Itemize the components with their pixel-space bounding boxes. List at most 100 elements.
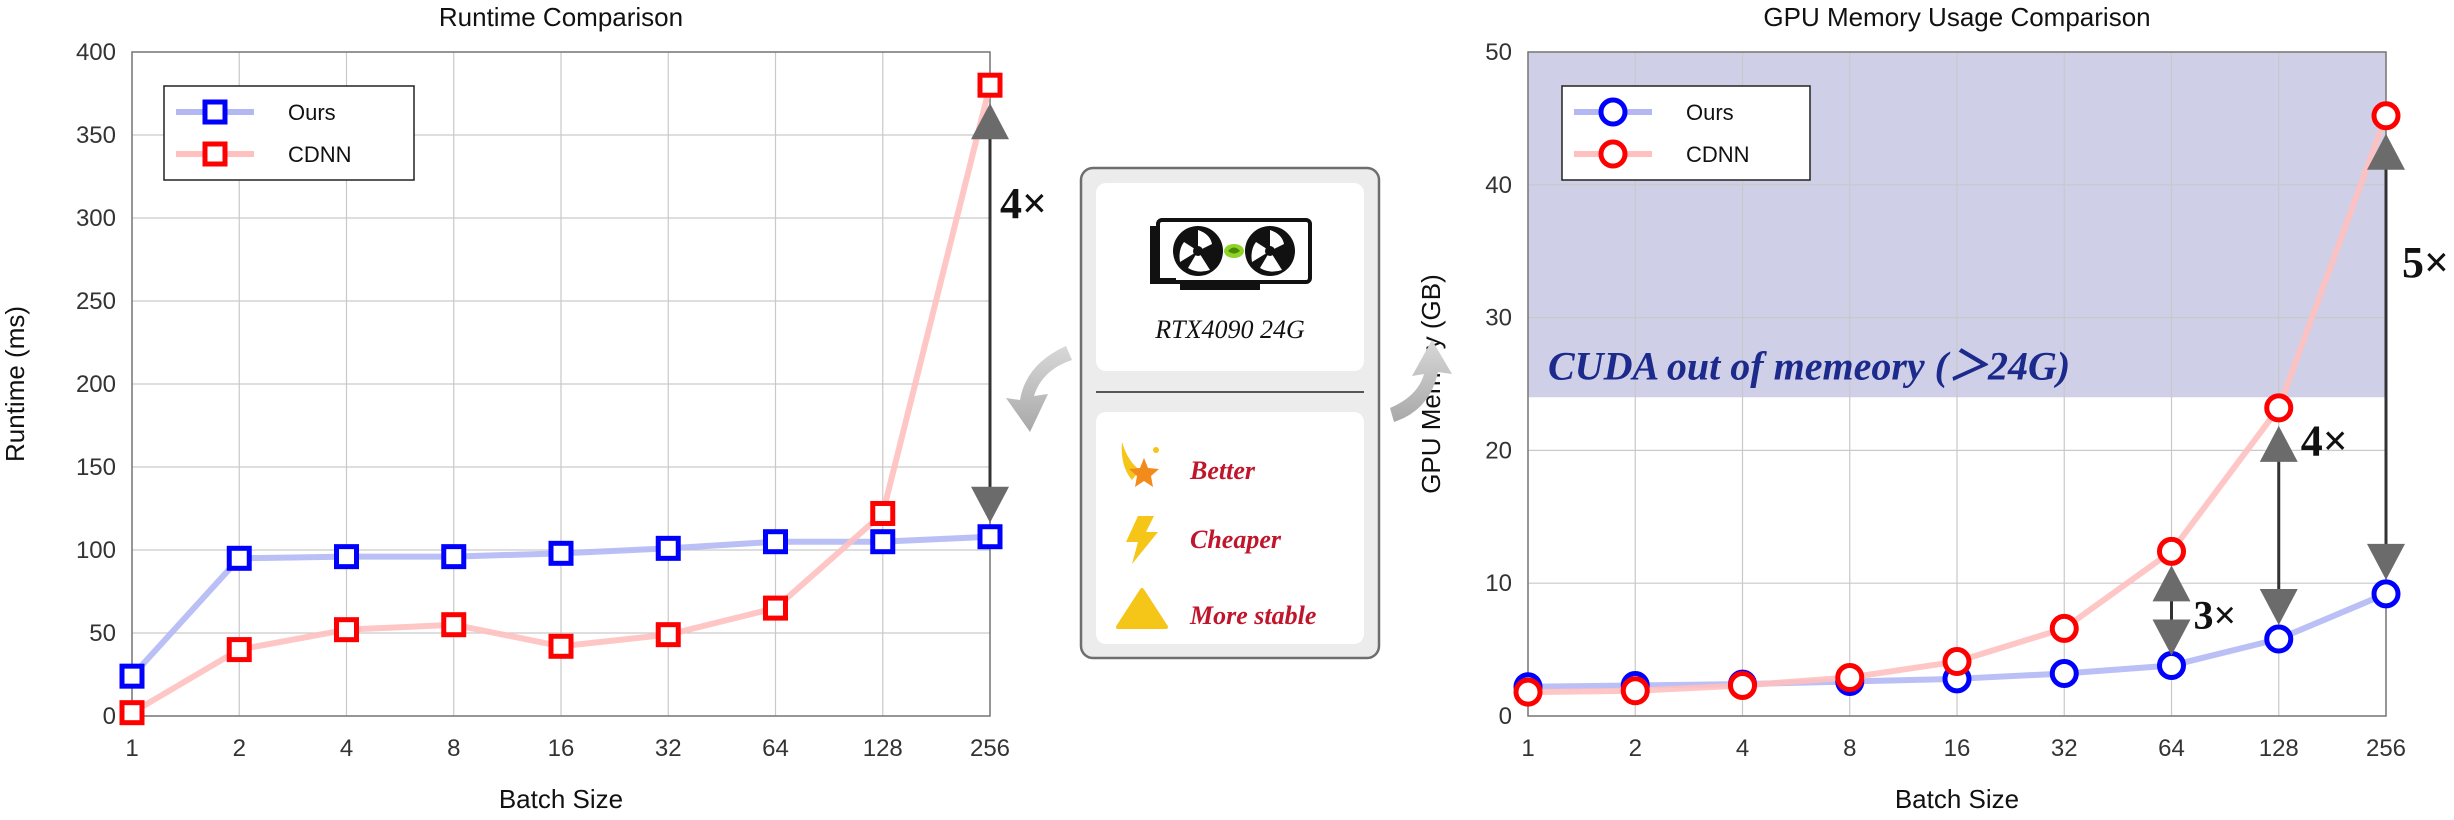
legend-label-cdnn: CDNN (1686, 142, 1750, 167)
x-tick-label: 4 (1736, 735, 1749, 762)
data-point-cdnn (1620, 676, 1650, 706)
data-point-cdnn (441, 612, 467, 638)
curved-arrow-left (1006, 346, 1072, 432)
ratio-arrow-0-head-up (2152, 565, 2191, 602)
legend-label-ours: Ours (288, 100, 336, 125)
legend-label-cdnn: CDNN (288, 142, 352, 167)
ratio-arrow-1-label: 4× (2301, 416, 2348, 465)
data-point-ours (334, 544, 359, 570)
data-point-cdnn (655, 622, 681, 648)
x-tick-label: 1 (125, 735, 138, 762)
data-point-cdnn (2049, 613, 2079, 643)
data-point-ours (655, 535, 681, 561)
ratio-arrow-2-head-up (2367, 133, 2405, 170)
y-tick-label: 300 (76, 205, 116, 232)
y-tick-label: 200 (76, 371, 116, 398)
feature-more-stable: More stable (1116, 588, 1316, 630)
runtime-chart: 0 50 100 150 200 250 300 350 400 1 2 4 8 16 32 64 128 256… (0, 2, 1047, 814)
ratio-arrow-0-label: 4× (1000, 179, 1047, 228)
y-tick-label: 100 (76, 537, 116, 564)
ratio-arrow-1-head-down (2259, 588, 2298, 625)
data-point-cdnn (2371, 101, 2401, 131)
data-point-ours (226, 545, 252, 571)
data-point-cdnn (2264, 393, 2294, 423)
y-tick-label: 30 (1485, 305, 1512, 332)
data-point-cdnn (119, 700, 145, 726)
data-point-ours (441, 544, 467, 570)
y-tick-label: 10 (1485, 570, 1512, 597)
y-tick-label: 40 (1485, 172, 1512, 199)
data-point-cdnn (2157, 536, 2186, 566)
y-tick-label: 400 (76, 39, 116, 66)
y-tick-label: 0 (103, 703, 116, 730)
y-tick-label: 150 (76, 454, 116, 481)
legend-marker-cdnn (1598, 139, 1628, 169)
data-point-ours (977, 524, 1003, 550)
data-point-ours (2264, 624, 2294, 654)
curved-arrow-right (1390, 340, 1452, 422)
x-tick-label: 128 (863, 735, 903, 762)
x-tick-label: 32 (2051, 735, 2078, 762)
lightning-bolt-icon (1126, 516, 1158, 564)
y-tick-label: 50 (1485, 39, 1512, 66)
data-point-ours (2049, 659, 2079, 689)
data-point-cdnn (334, 617, 359, 643)
data-point-cdnn (763, 595, 788, 621)
feature-label-better: Better (1189, 456, 1256, 485)
data-point-ours (763, 529, 788, 555)
legend-marker-ours (202, 99, 228, 125)
x-tick-label: 256 (2366, 735, 2406, 762)
feature-label-more-stable: More stable (1189, 601, 1316, 630)
ratio-arrow-0-head-down (971, 486, 1009, 523)
feature-better: Better (1121, 442, 1256, 487)
x-tick-label: 8 (1843, 735, 1856, 762)
ratio-arrow-1-head-up (2259, 425, 2298, 462)
feature-cheaper: Cheaper (1126, 516, 1282, 564)
data-point-cdnn (226, 637, 252, 663)
data-point-cdnn (1513, 677, 1543, 707)
ratio-arrow-0-head-down (2152, 619, 2191, 656)
x-tick-label: 64 (2158, 735, 2185, 762)
data-point-cdnn (1835, 662, 1865, 692)
x-tick-label: 4 (340, 735, 353, 762)
x-tick-label: 64 (762, 735, 789, 762)
ratio-arrow-0-label: 3× (2194, 592, 2237, 637)
data-point-ours (548, 540, 574, 566)
y-tick-label: 20 (1485, 437, 1512, 464)
gpu-device-card: RTX4090 24G Better Cheaper More stable (1006, 166, 1452, 660)
data-point-cdnn (1942, 647, 1972, 677)
triangle-icon (1116, 588, 1168, 629)
y-tick-label: 250 (76, 288, 116, 315)
legend-marker-cdnn (202, 141, 228, 167)
x-tick-label: 1 (1521, 735, 1534, 762)
sparkle-star-icon (1121, 442, 1159, 487)
y-tick-label: 50 (89, 620, 116, 647)
y-tick-label: 350 (76, 122, 116, 149)
x-tick-label: 2 (233, 735, 246, 762)
data-point-cdnn (977, 72, 1003, 98)
ratio-arrow-2-label: 5× (2402, 238, 2449, 287)
data-point-cdnn (548, 633, 574, 659)
x-tick-label: 8 (447, 735, 460, 762)
gpu-card-icon (1150, 218, 1312, 290)
data-point-ours (2371, 579, 2401, 609)
data-point-ours (870, 529, 896, 555)
x-axis-label: Batch Size (1895, 784, 2019, 814)
legend-label-ours: Ours (1686, 100, 1734, 125)
x-tick-label: 2 (1629, 735, 1642, 762)
x-tick-label: 128 (2259, 735, 2299, 762)
x-tick-label: 256 (970, 735, 1010, 762)
feature-label-cheaper: Cheaper (1190, 525, 1282, 554)
ratio-arrow-0-head-up (971, 103, 1009, 140)
chart-title: Runtime Comparison (439, 2, 683, 32)
data-point-ours (2157, 651, 2186, 681)
x-axis-label: Batch Size (499, 784, 623, 814)
x-tick-label: 16 (1944, 735, 1971, 762)
data-point-cdnn (870, 500, 896, 526)
card-bottom-panel (1096, 412, 1364, 644)
legend-marker-ours (1598, 97, 1628, 127)
y-axis-label: Runtime (ms) (0, 306, 30, 462)
data-point-cdnn (1728, 670, 1757, 700)
data-point-ours (119, 663, 145, 689)
